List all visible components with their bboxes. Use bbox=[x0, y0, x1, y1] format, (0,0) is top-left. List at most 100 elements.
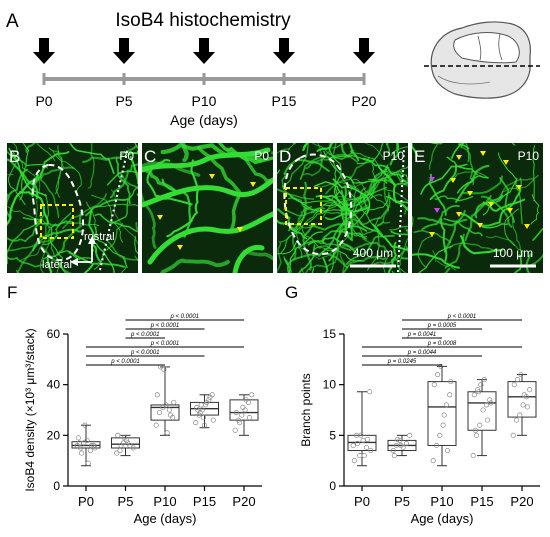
data-point bbox=[527, 387, 533, 393]
data-point bbox=[430, 458, 436, 464]
age-label-e: P10 bbox=[518, 149, 540, 163]
timeline-tick-label: P10 bbox=[192, 93, 217, 109]
data-point bbox=[391, 453, 397, 459]
data-point bbox=[114, 450, 120, 456]
data-point bbox=[164, 430, 170, 436]
data-point bbox=[239, 412, 245, 418]
data-point bbox=[481, 377, 487, 383]
arrowhead-icon bbox=[450, 178, 456, 183]
timeline-title: IsoB4 histochemistry bbox=[115, 10, 291, 31]
y-tick-label: 0 bbox=[329, 479, 336, 493]
data-point bbox=[435, 371, 441, 378]
data-point bbox=[121, 435, 127, 441]
timeline-arrow-icon bbox=[193, 38, 215, 64]
x-tick-label: P5 bbox=[394, 494, 410, 509]
x-tick-label: P20 bbox=[510, 494, 533, 509]
data-point bbox=[511, 382, 517, 388]
data-point bbox=[87, 447, 93, 454]
age-label-d: P10 bbox=[383, 149, 405, 163]
data-point bbox=[390, 447, 396, 454]
y-axis-label: IsoB4 density (×10³ μm³/stack) bbox=[23, 328, 37, 491]
data-point bbox=[82, 422, 88, 428]
data-point bbox=[196, 412, 202, 418]
data-point bbox=[477, 422, 483, 428]
data-point bbox=[407, 432, 413, 438]
data-point bbox=[433, 442, 440, 449]
y-tick-label: 5 bbox=[329, 428, 336, 442]
data-point bbox=[204, 399, 210, 405]
significance-label: p < 0.0001 bbox=[130, 350, 160, 356]
data-point bbox=[246, 415, 253, 421]
arrowhead-icon bbox=[503, 160, 509, 165]
box-p0 bbox=[347, 389, 377, 467]
arrowhead-icon bbox=[467, 191, 473, 196]
data-point bbox=[88, 442, 95, 449]
data-point bbox=[358, 432, 364, 438]
timeline-xlabel: Age (days) bbox=[170, 112, 238, 128]
brain-schematic-icon bbox=[424, 21, 540, 99]
arrowhead-icon bbox=[477, 223, 483, 228]
data-point bbox=[171, 399, 177, 405]
significance-label: p = 0.0245 bbox=[387, 359, 417, 365]
data-point bbox=[207, 394, 213, 400]
data-point bbox=[510, 432, 516, 438]
panel-letter-f: F bbox=[7, 283, 17, 302]
data-point bbox=[92, 445, 98, 451]
inset-box-d bbox=[285, 187, 322, 225]
x-tick-label: P15 bbox=[470, 494, 493, 509]
data-point bbox=[487, 397, 493, 403]
region-outline-b bbox=[31, 163, 84, 262]
lateral-label: lateral bbox=[42, 259, 72, 271]
timeline-tick-label: P0 bbox=[35, 93, 52, 109]
data-point bbox=[431, 382, 437, 388]
data-point bbox=[235, 417, 242, 423]
timeline-tick-label: P15 bbox=[272, 93, 297, 109]
arrowhead-icon bbox=[237, 227, 243, 232]
data-point bbox=[395, 436, 401, 442]
data-point bbox=[201, 422, 208, 428]
age-label-b: P0 bbox=[119, 149, 134, 163]
scale-label-d: 400 μm bbox=[353, 246, 393, 260]
x-tick-label: P15 bbox=[193, 494, 216, 509]
data-point bbox=[118, 442, 124, 449]
data-point bbox=[351, 458, 357, 464]
data-point bbox=[350, 442, 356, 449]
data-point bbox=[484, 417, 491, 423]
arrowhead-icon bbox=[209, 174, 215, 179]
panel-letter-c: C bbox=[144, 147, 156, 166]
data-point bbox=[476, 389, 482, 395]
x-tick-label: P0 bbox=[78, 494, 94, 509]
y-tick-label: 10 bbox=[323, 378, 337, 392]
box-p15 bbox=[190, 392, 219, 429]
data-point bbox=[117, 447, 123, 454]
data-point bbox=[194, 404, 200, 411]
timeline-arrow-icon bbox=[273, 38, 295, 64]
arrowhead-icon bbox=[177, 245, 183, 250]
chart-branch-points: 0 5 10 15 P0 P5 P10 P15 P20 Age (days) Branch poin… bbox=[299, 314, 540, 526]
box-p5 bbox=[111, 432, 140, 457]
y-tick-label: 40 bbox=[47, 378, 61, 392]
micrograph-d: 400 μm bbox=[277, 143, 408, 273]
x-tick-label: P0 bbox=[354, 494, 370, 509]
data-point bbox=[361, 453, 367, 459]
box-p20 bbox=[507, 371, 537, 438]
data-point bbox=[470, 453, 476, 459]
data-point bbox=[153, 422, 159, 428]
significance-label: p = 0.0041 bbox=[407, 332, 437, 338]
data-point bbox=[161, 366, 167, 373]
y-axis-label: Branch points bbox=[299, 373, 313, 446]
x-axis-label: Age (days) bbox=[134, 511, 197, 526]
micrograph-b: rostral lateral bbox=[7, 143, 138, 273]
data-point bbox=[515, 377, 521, 383]
data-point bbox=[524, 404, 531, 410]
timeline-ticks: P0 P5 P10 P15 P20 bbox=[35, 73, 377, 109]
data-point bbox=[472, 427, 478, 433]
data-point bbox=[357, 453, 363, 459]
timeline-arrow-icon bbox=[353, 38, 375, 64]
data-point bbox=[195, 407, 201, 413]
data-point bbox=[517, 412, 523, 418]
data-point bbox=[77, 445, 84, 451]
data-point bbox=[447, 392, 453, 398]
data-point bbox=[478, 382, 484, 388]
data-point bbox=[85, 460, 91, 466]
